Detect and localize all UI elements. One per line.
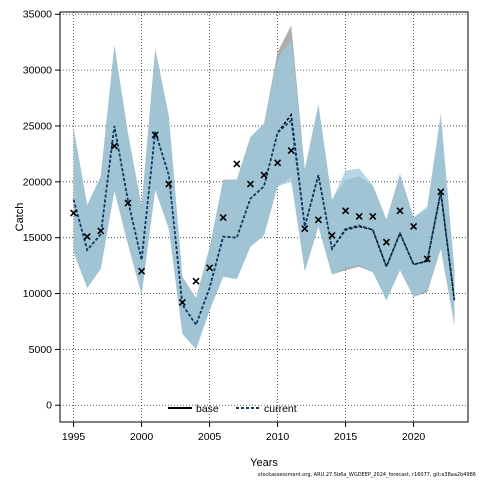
observed-point [355, 212, 363, 221]
legend-label-current: current [264, 403, 297, 415]
x-tick-label: 2020 [402, 431, 426, 443]
observed-point [437, 188, 445, 196]
x-tick-label: 2005 [198, 431, 222, 443]
observed-point [260, 171, 268, 179]
observed-point [410, 222, 418, 231]
observed-point [314, 216, 322, 224]
x-tick-label: 2015 [334, 431, 358, 443]
y-axis: 0 5000 10000 15000 20000 25000 30000 35000 [23, 9, 60, 412]
observed-point [83, 232, 91, 241]
x-axis-title: Years [250, 457, 278, 469]
footnote: stockassessment.org, ARU.27.5b6a_WGDEEP_… [258, 472, 476, 478]
observed-point [110, 142, 118, 150]
y-tick-label: 5000 [29, 344, 53, 356]
observed-point [246, 180, 254, 188]
observed-point [301, 225, 309, 233]
observed-point [138, 267, 146, 275]
observed-point [342, 207, 350, 215]
observed-point [151, 131, 159, 139]
observed-point [233, 160, 241, 168]
x-axis: 1995 2000 2005 2010 2015 2020 [62, 422, 426, 443]
legend: base current [168, 403, 297, 415]
line-current [72, 118, 456, 327]
y-tick-label: 25000 [23, 120, 52, 132]
observed-point [369, 212, 377, 221]
observed-point [124, 199, 132, 207]
y-tick-label: 30000 [23, 65, 52, 77]
y-tick-label: 0 [46, 400, 52, 412]
observed-point [165, 180, 173, 188]
legend-label-base: base [196, 403, 219, 415]
observed-point [219, 213, 227, 222]
observed-points [70, 131, 445, 307]
y-tick-label: 20000 [23, 176, 52, 188]
observed-point [206, 264, 214, 272]
y-tick-label: 10000 [23, 288, 52, 300]
band-current [73, 39, 455, 350]
observed-point [287, 146, 295, 155]
y-axis-title: Catch [14, 203, 26, 232]
y-tick-label: 35000 [23, 9, 52, 21]
observed-point [192, 277, 200, 285]
observed-point [178, 298, 186, 307]
observed-point [97, 227, 105, 235]
x-tick-label: 2010 [266, 431, 290, 443]
observed-point [396, 207, 404, 215]
plot-frame [59, 11, 469, 423]
observed-point [382, 238, 390, 246]
y-tick-label: 15000 [23, 232, 52, 244]
confidence-bands [73, 25, 455, 350]
x-tick-label: 1995 [62, 431, 86, 443]
series-lines [72, 112, 456, 327]
x-tick-label: 2000 [130, 431, 154, 443]
observed-point [328, 231, 336, 239]
observed-point [274, 159, 282, 167]
observed-point [70, 209, 78, 217]
observed-point [423, 255, 431, 263]
